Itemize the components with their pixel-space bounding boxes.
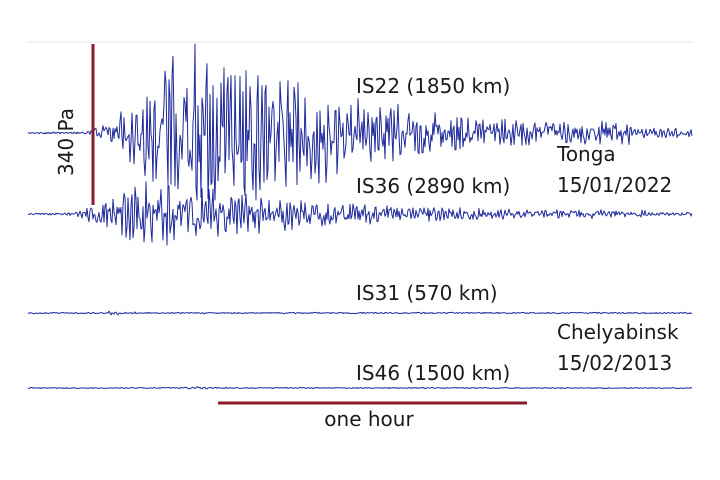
waveform-is31 [27, 310, 693, 316]
waveform-is22 [27, 43, 693, 201]
waveform-traces [27, 43, 693, 390]
waveform-is36 [27, 181, 693, 246]
waveform-is46 [28, 386, 693, 390]
station-label-is46: IS46 (1500 km) [356, 361, 510, 385]
event-name-tonga: Tonga [556, 142, 616, 166]
amplitude-scale-label: 340 Pa [54, 108, 78, 176]
station-label-is36: IS36 (2890 km) [356, 174, 510, 198]
station-label-is22: IS22 (1850 km) [356, 74, 510, 98]
station-label-is31: IS31 (570 km) [356, 281, 498, 305]
event-date-chelyabinsk: 15/02/2013 [557, 351, 672, 375]
event-name-chelyabinsk: Chelyabinsk [557, 320, 679, 344]
event-date-tonga: 15/01/2022 [557, 173, 672, 197]
time-scale-label: one hour [324, 407, 414, 431]
